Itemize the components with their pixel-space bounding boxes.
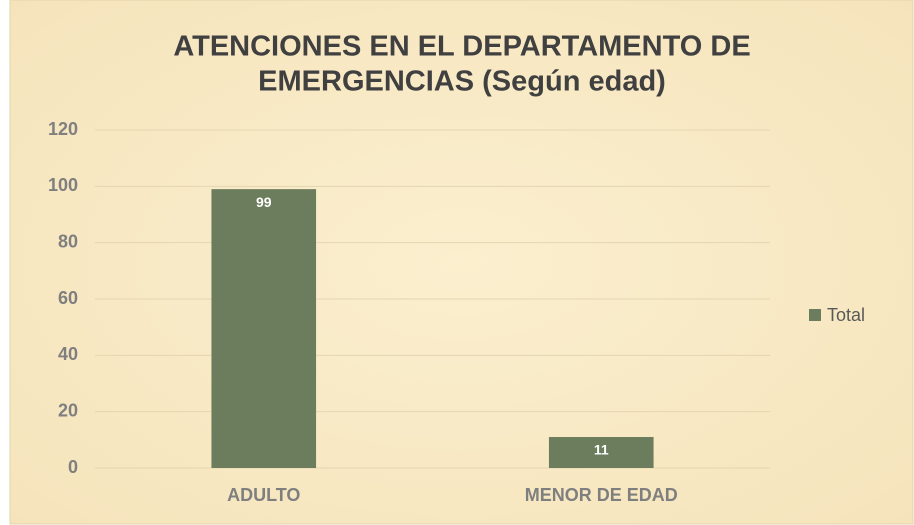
y-tick-label: 100 (48, 175, 78, 195)
y-tick-label: 0 (68, 457, 78, 477)
x-tick-label: MENOR DE EDAD (525, 485, 678, 505)
data-label: 11 (594, 442, 609, 458)
y-tick-label: 80 (58, 231, 78, 251)
data-label: 99 (256, 194, 272, 210)
bar (211, 189, 317, 468)
y-tick-label: 120 (48, 119, 78, 139)
legend-swatch (809, 309, 821, 321)
y-tick-label: 60 (58, 288, 78, 308)
y-tick-label: 20 (58, 400, 78, 420)
legend-label: Total (827, 305, 865, 325)
chart-background (9, 0, 914, 525)
y-tick-label: 40 (58, 344, 78, 364)
bar (548, 437, 654, 468)
chart-title: ATENCIONES EN EL DEPARTAMENTO DE (173, 31, 750, 63)
x-tick-label: ADULTO (227, 485, 300, 505)
chart-title: EMERGENCIAS (Según edad) (258, 66, 666, 98)
